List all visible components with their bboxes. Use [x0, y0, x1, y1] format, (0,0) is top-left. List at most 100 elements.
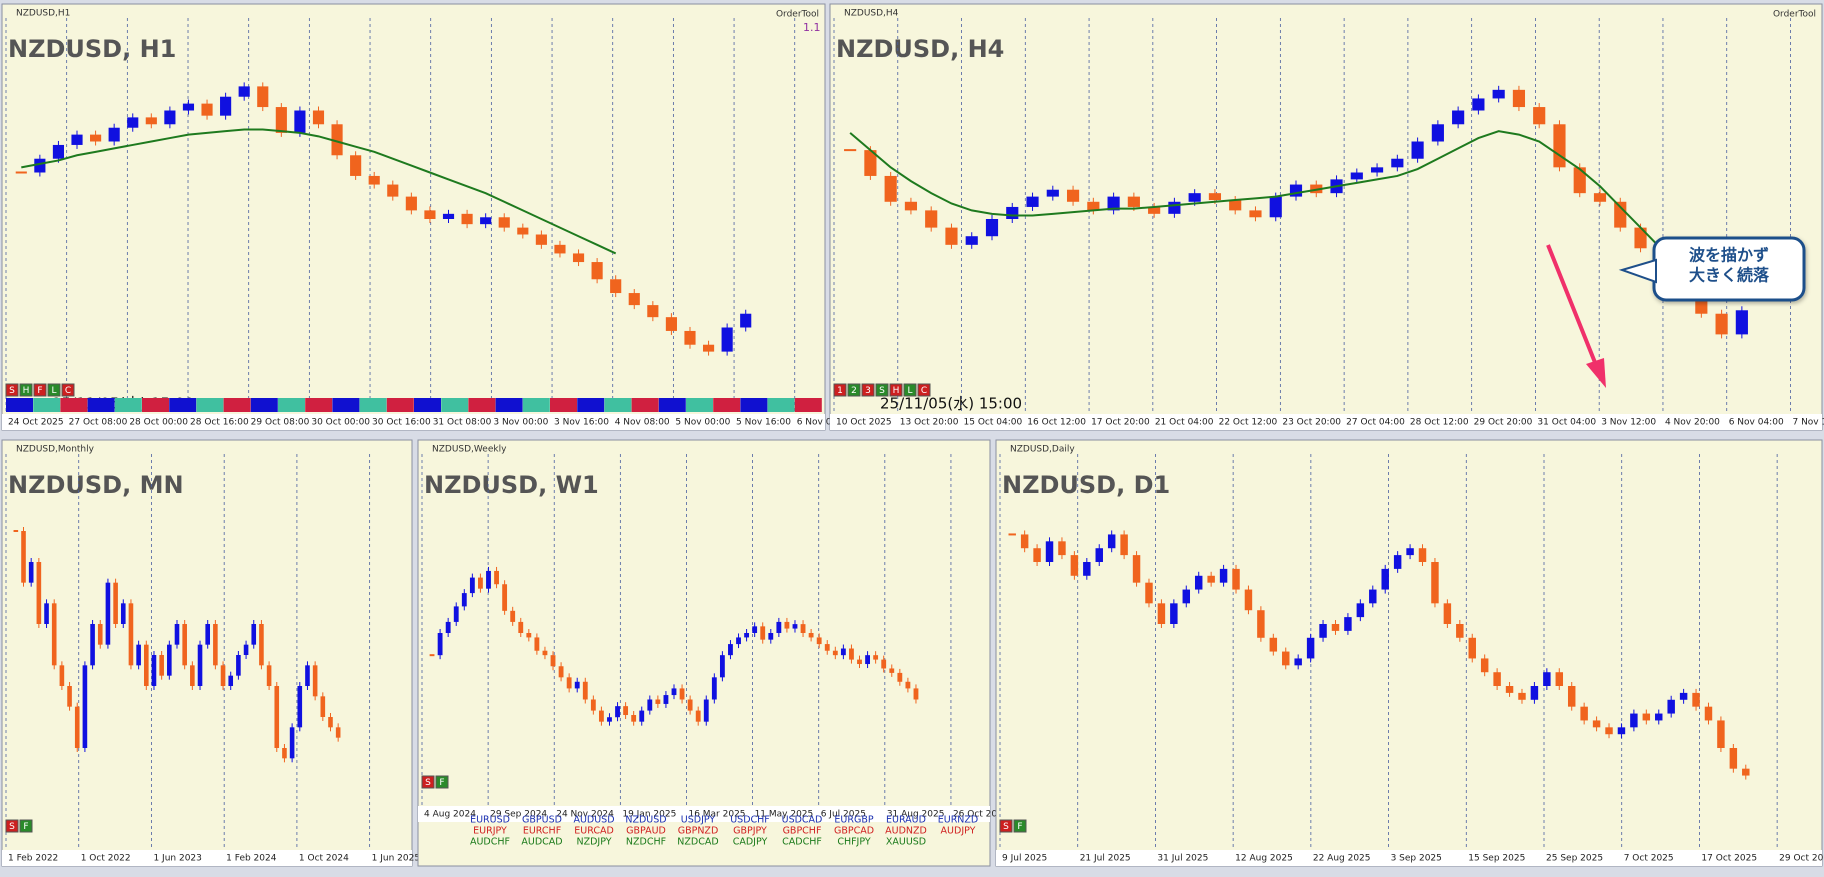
tool-button[interactable] [917, 383, 931, 397]
candle [526, 633, 532, 638]
tool-button[interactable] [435, 775, 449, 789]
tool-button[interactable] [847, 383, 861, 397]
tool-button[interactable] [889, 383, 903, 397]
x-axis-label: 30 Oct 00:00 [311, 418, 370, 428]
symbol-button[interactable]: GBPCAD [834, 826, 874, 837]
tool-button-label[interactable]: F [439, 778, 444, 788]
tool-button-label[interactable]: F [23, 822, 28, 832]
candle [28, 562, 34, 583]
tool-button-label[interactable]: S [1003, 822, 1009, 832]
pane-label: NZDUSD,Monthly [16, 445, 95, 455]
axis-strip [830, 414, 1822, 430]
candle [925, 210, 938, 228]
tool-button-label[interactable]: F [37, 386, 42, 396]
tool-button[interactable] [903, 383, 917, 397]
tool-button[interactable] [5, 819, 19, 833]
tool-button-label[interactable]: L [907, 386, 912, 396]
tool-button-label[interactable]: F [1017, 822, 1022, 832]
x-axis-label: 3 Nov 16:00 [554, 418, 609, 428]
symbol-button[interactable]: USDCAD [782, 815, 823, 826]
symbol-button[interactable]: NZDCAD [677, 837, 718, 848]
tool-button-label[interactable]: H [893, 386, 900, 396]
tool-button[interactable] [1013, 819, 1027, 833]
candle [1208, 193, 1222, 201]
tool-button-label[interactable]: C [921, 386, 927, 396]
candle [469, 577, 475, 594]
symbol-button[interactable]: CADCHF [782, 837, 822, 848]
candle [897, 672, 903, 682]
tool-button-label[interactable]: S [9, 822, 15, 832]
tool-button[interactable] [861, 383, 875, 397]
symbol-button[interactable]: EURAUD [886, 815, 926, 826]
symbol-button[interactable]: GBPCHF [783, 826, 822, 837]
pane-label: NZDUSD,Daily [1010, 445, 1075, 455]
tool-button-label[interactable]: 2 [851, 386, 857, 396]
tool-button-label[interactable]: C [65, 386, 71, 396]
tool-button[interactable] [19, 383, 33, 397]
symbol-button[interactable]: CADJPY [733, 837, 768, 848]
symbol-button[interactable]: EURCHF [523, 826, 561, 837]
symbol-button[interactable]: USDJPY [681, 815, 716, 826]
candle [108, 127, 120, 142]
symbol-button[interactable]: EURCAD [574, 826, 614, 837]
candle [510, 610, 516, 622]
candle [228, 675, 234, 686]
tool-button[interactable] [999, 819, 1013, 833]
candle [800, 624, 806, 633]
candle [328, 717, 333, 728]
x-axis-label: 27 Oct 04:00 [1346, 418, 1405, 428]
symbol-button[interactable]: XAUUSD [886, 837, 926, 848]
session-block [658, 398, 686, 412]
symbol-button[interactable]: AUDCHF [470, 837, 510, 848]
candle [945, 227, 958, 245]
symbol-button[interactable]: NZDCHF [626, 837, 666, 848]
tool-button-label[interactable]: L [51, 386, 56, 396]
symbol-button[interactable]: NZDUSD [625, 815, 666, 826]
x-axis-label: 27 Oct 08:00 [69, 418, 128, 428]
tool-button[interactable] [33, 383, 47, 397]
tool-button[interactable] [5, 383, 19, 397]
candle [566, 677, 572, 689]
symbol-button[interactable]: CHFJPY [837, 837, 871, 848]
tool-button-label[interactable]: H [23, 386, 30, 396]
candle [1704, 706, 1713, 721]
symbol-button[interactable]: USDCHF [730, 815, 770, 826]
tool-button[interactable] [875, 383, 889, 397]
symbol-button[interactable]: EURGBP [834, 815, 873, 826]
symbol-button[interactable]: AUDNZD [885, 826, 927, 837]
candle [1356, 603, 1365, 618]
candle [1046, 189, 1059, 197]
candle [1020, 534, 1029, 549]
symbol-button[interactable]: GBPUSD [522, 815, 562, 826]
symbol-button[interactable]: EURJPY [473, 826, 507, 837]
symbol-button[interactable]: AUDCAD [521, 837, 562, 848]
tool-button-label[interactable]: 1 [837, 386, 843, 396]
candle [1344, 617, 1352, 631]
tool-button[interactable] [833, 383, 847, 397]
candle [740, 313, 752, 328]
tool-button[interactable] [47, 383, 61, 397]
pane-background [1, 3, 826, 431]
tool-button-label[interactable]: S [425, 778, 431, 788]
tool-button-label[interactable]: S [9, 386, 15, 396]
tool-button-label[interactable]: 3 [865, 386, 871, 396]
tool-button[interactable] [19, 819, 33, 833]
tool-button[interactable] [61, 383, 75, 397]
candle [517, 227, 529, 235]
symbol-button[interactable]: GBPAUD [626, 826, 666, 837]
symbol-button[interactable]: GBPJPY [733, 826, 767, 837]
tool-button-label[interactable]: S [879, 386, 885, 396]
symbol-button[interactable]: NZDJPY [576, 837, 611, 848]
session-block [114, 398, 142, 412]
candle [884, 175, 897, 202]
symbol-button[interactable]: EURUSD [470, 815, 510, 826]
session-block [6, 398, 33, 412]
symbol-button[interactable]: AUDUSD [573, 815, 614, 826]
symbol-button[interactable]: GBPNZD [678, 826, 719, 837]
x-axis-label: 19 Jan 2025 [622, 810, 676, 820]
candle [480, 217, 492, 225]
symbol-button[interactable]: EURNZD [938, 815, 979, 826]
symbol-button[interactable]: AUDJPY [941, 826, 976, 837]
tool-button[interactable] [421, 775, 435, 789]
candle [461, 593, 467, 607]
